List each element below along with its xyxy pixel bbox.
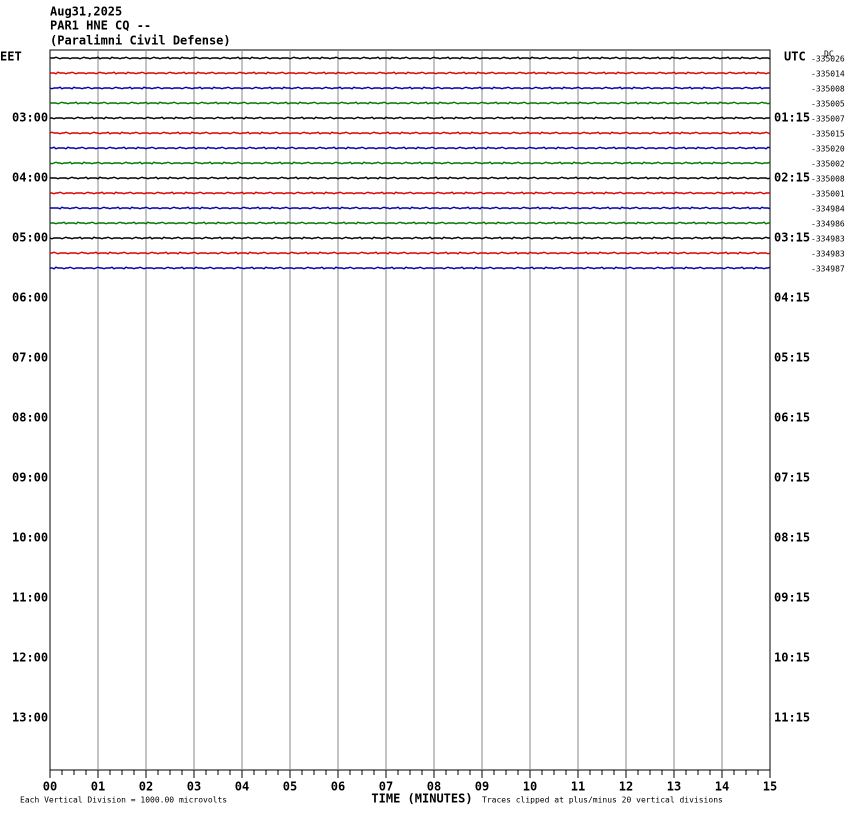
dc-label: DC bbox=[824, 50, 834, 59]
trace-offset: -335014 bbox=[811, 70, 845, 79]
trace bbox=[50, 191, 770, 195]
x-tick-label: 10 bbox=[523, 780, 537, 794]
x-tick-label: 01 bbox=[91, 780, 105, 794]
trace-offset: -334983 bbox=[811, 250, 845, 259]
right-label: 11:15 bbox=[774, 711, 810, 725]
trace bbox=[50, 56, 771, 60]
right-label: 10:15 bbox=[774, 651, 810, 665]
x-tick-label: 03 bbox=[187, 780, 201, 794]
trace bbox=[50, 101, 771, 105]
plot-frame bbox=[49, 49, 771, 771]
header-line: PAR1 HNE CQ -- bbox=[50, 19, 151, 33]
x-axis-title: TIME (MINUTES) bbox=[371, 792, 472, 806]
trace bbox=[50, 221, 770, 225]
left-label: EET bbox=[0, 50, 22, 64]
x-tick-label: 00 bbox=[43, 780, 57, 794]
right-label: 08:15 bbox=[774, 531, 810, 545]
x-tick-label: 07 bbox=[379, 780, 393, 794]
left-label: 04:00 bbox=[12, 171, 48, 185]
trace-offset: -335002 bbox=[811, 160, 845, 169]
trace bbox=[50, 176, 771, 180]
left-label: 12:00 bbox=[12, 651, 48, 665]
trace-offset: -335008 bbox=[811, 175, 845, 184]
right-label: 09:15 bbox=[774, 591, 810, 605]
trace-offset: -335020 bbox=[811, 145, 845, 154]
x-tick-label: 13 bbox=[667, 780, 681, 794]
trace bbox=[50, 116, 770, 120]
trace bbox=[50, 206, 771, 210]
x-tick-label: 11 bbox=[571, 780, 585, 794]
x-tick-label: 15 bbox=[763, 780, 777, 794]
trace-offset: -334986 bbox=[811, 220, 845, 229]
trace bbox=[50, 71, 770, 75]
right-label: 06:15 bbox=[774, 411, 810, 425]
x-tick-label: 02 bbox=[139, 780, 153, 794]
x-tick-label: 09 bbox=[475, 780, 489, 794]
trace-offset: -334984 bbox=[811, 205, 845, 214]
trace bbox=[50, 251, 771, 255]
left-label: 11:00 bbox=[12, 591, 48, 605]
left-label: 06:00 bbox=[12, 291, 48, 305]
trace bbox=[50, 266, 771, 270]
x-tick-label: 12 bbox=[619, 780, 633, 794]
trace-offset: -335005 bbox=[811, 100, 845, 109]
right-label: 05:15 bbox=[774, 351, 810, 365]
left-label: 08:00 bbox=[12, 411, 48, 425]
right-label: 04:15 bbox=[774, 291, 810, 305]
right-label: UTC bbox=[784, 50, 806, 64]
left-label: 13:00 bbox=[12, 711, 48, 725]
trace bbox=[49, 131, 771, 135]
x-tick-label: 04 bbox=[235, 780, 249, 794]
right-label: 02:15 bbox=[774, 171, 810, 185]
x-tick-label: 06 bbox=[331, 780, 345, 794]
trace-offset: -334983 bbox=[811, 235, 845, 244]
trace-offset: -335008 bbox=[811, 85, 845, 94]
header-line: Aug31,2025 bbox=[50, 5, 122, 19]
scale-note: Each Vertical Division = 1000.00 microvo… bbox=[20, 796, 227, 805]
trace-offset: -334987 bbox=[811, 265, 845, 274]
trace bbox=[49, 161, 771, 165]
left-label: 05:00 bbox=[12, 231, 48, 245]
x-tick-label: 14 bbox=[715, 780, 729, 794]
left-label: 09:00 bbox=[12, 471, 48, 485]
x-tick-label: 05 bbox=[283, 780, 297, 794]
header-line: (Paralimni Civil Defense) bbox=[50, 34, 231, 48]
trace-offset: -335007 bbox=[811, 115, 845, 124]
left-label: 10:00 bbox=[12, 531, 48, 545]
x-tick-label: 08 bbox=[427, 780, 441, 794]
trace bbox=[49, 86, 770, 90]
trace-offset: -335001 bbox=[811, 190, 845, 199]
trace-offset: -335026 bbox=[811, 55, 845, 64]
clip-note: Traces clipped at plus/minus 20 vertical… bbox=[482, 796, 723, 805]
right-label: 07:15 bbox=[774, 471, 810, 485]
trace-offset: -335015 bbox=[811, 130, 845, 139]
trace bbox=[49, 236, 770, 240]
left-label: 07:00 bbox=[12, 351, 48, 365]
right-label: 03:15 bbox=[774, 231, 810, 245]
trace bbox=[50, 146, 771, 150]
right-label: 01:15 bbox=[774, 111, 810, 125]
left-label: 03:00 bbox=[12, 111, 48, 125]
